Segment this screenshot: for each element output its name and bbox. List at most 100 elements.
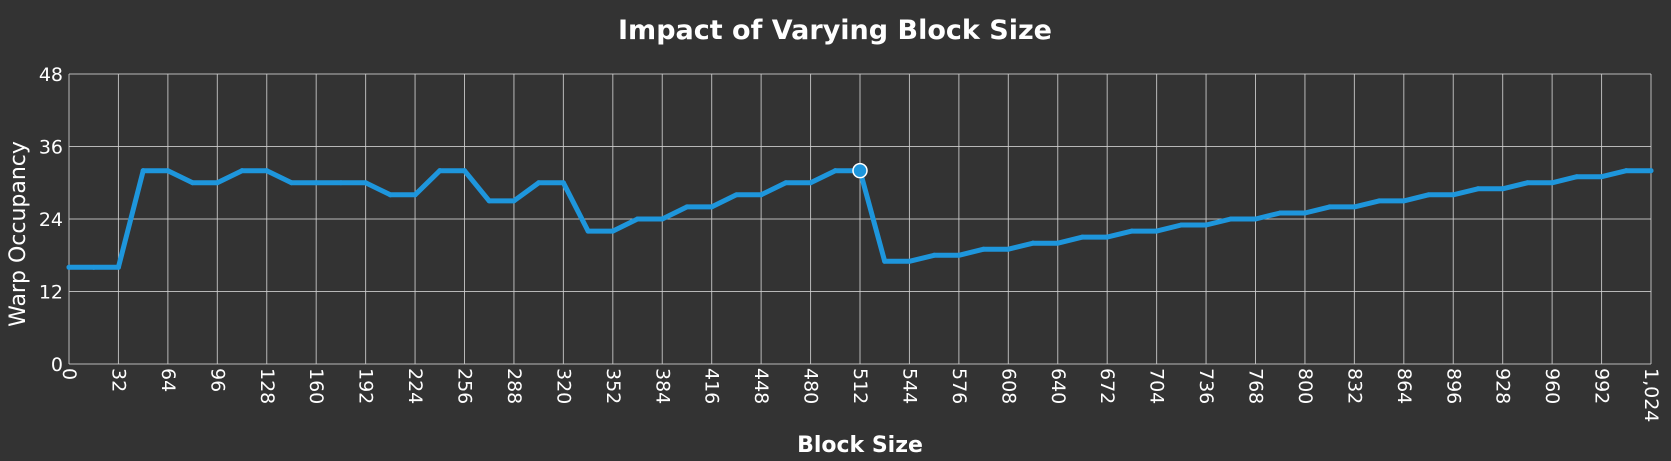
- data-point[interactable]: [1327, 204, 1333, 210]
- data-point[interactable]: [1228, 216, 1234, 222]
- data-point[interactable]: [91, 264, 97, 270]
- x-tick-label: 160: [305, 368, 327, 404]
- data-point[interactable]: [635, 216, 641, 222]
- x-tick-label: 480: [800, 368, 822, 404]
- data-point[interactable]: [1599, 174, 1605, 180]
- x-tick-label: 896: [1442, 368, 1464, 404]
- x-tick-label: 192: [355, 368, 377, 404]
- data-point[interactable]: [239, 168, 245, 174]
- data-point[interactable]: [733, 192, 739, 198]
- x-tick-label: 320: [552, 368, 574, 404]
- data-point[interactable]: [1253, 216, 1258, 222]
- x-tick-label: 864: [1393, 368, 1415, 404]
- x-tick-label: 96: [206, 368, 228, 392]
- data-point[interactable]: [486, 198, 492, 204]
- data-point[interactable]: [585, 228, 591, 234]
- data-point[interactable]: [981, 246, 987, 252]
- x-tick-label: 288: [503, 368, 525, 404]
- x-tick-label: 352: [602, 368, 624, 404]
- y-tick-label: 0: [51, 354, 63, 376]
- data-point[interactable]: [66, 264, 72, 270]
- data-point[interactable]: [264, 168, 270, 174]
- data-point[interactable]: [684, 204, 690, 210]
- x-tick-label: 736: [1195, 368, 1217, 404]
- data-point[interactable]: [1500, 186, 1506, 192]
- x-tick-label: 448: [750, 368, 772, 404]
- data-point[interactable]: [758, 192, 764, 198]
- data-point[interactable]: [1574, 174, 1580, 180]
- data-point[interactable]: [1055, 240, 1061, 246]
- x-tick-label: 544: [898, 368, 920, 404]
- chart-title: Impact of Varying Block Size: [618, 15, 1052, 46]
- data-point[interactable]: [659, 216, 665, 222]
- data-point[interactable]: [363, 180, 369, 186]
- data-point[interactable]: [412, 192, 418, 198]
- grid-lines: [68, 73, 1652, 365]
- x-tick-label: 0: [58, 368, 80, 380]
- data-point[interactable]: [437, 168, 443, 174]
- data-point[interactable]: [832, 168, 838, 174]
- data-point[interactable]: [783, 180, 789, 186]
- data-point[interactable]: [115, 264, 121, 270]
- x-tick-label: 256: [454, 368, 476, 404]
- data-point[interactable]: [1623, 168, 1629, 174]
- data-point[interactable]: [956, 252, 962, 258]
- x-tick-label: 512: [849, 368, 871, 404]
- x-tick-label: 832: [1343, 368, 1365, 404]
- y-axis-title: Warp Occupancy: [6, 141, 31, 327]
- data-point[interactable]: [882, 258, 888, 264]
- data-point[interactable]: [1079, 234, 1085, 240]
- data-point[interactable]: [387, 192, 393, 198]
- data-point[interactable]: [1030, 240, 1036, 246]
- data-point[interactable]: [1351, 204, 1357, 210]
- data-point[interactable]: [1524, 180, 1530, 186]
- x-tick-label: 224: [404, 368, 426, 404]
- x-tick-label: 672: [1096, 368, 1118, 404]
- data-point[interactable]: [1104, 234, 1110, 240]
- data-point[interactable]: [610, 228, 616, 234]
- data-point[interactable]: [1005, 246, 1011, 252]
- data-point[interactable]: [1178, 222, 1184, 228]
- data-point[interactable]: [190, 180, 196, 186]
- data-point[interactable]: [808, 180, 814, 186]
- x-tick-label: 128: [256, 368, 278, 404]
- data-point[interactable]: [462, 168, 467, 174]
- x-axis-ticks: 0 32 64 96 128 160 192 224 256 288 320 352 384 416 448…: [58, 368, 1662, 422]
- x-tick-label: 1,024: [1640, 368, 1662, 422]
- data-point[interactable]: [165, 168, 171, 174]
- data-point[interactable]: [1475, 186, 1481, 192]
- x-tick-label: 576: [948, 368, 970, 404]
- x-tick-label: 704: [1146, 368, 1168, 404]
- data-point[interactable]: [536, 180, 542, 186]
- x-axis-title: Block Size: [797, 433, 923, 458]
- data-point[interactable]: [1203, 222, 1209, 228]
- data-point[interactable]: [1648, 168, 1654, 174]
- data-point[interactable]: [1302, 210, 1308, 216]
- data-point[interactable]: [1376, 198, 1382, 204]
- data-point[interactable]: [1154, 228, 1160, 234]
- data-point[interactable]: [313, 180, 319, 186]
- data-point[interactable]: [560, 180, 566, 186]
- data-point[interactable]: [214, 180, 220, 186]
- data-point[interactable]: [1450, 192, 1456, 198]
- y-tick-label: 24: [39, 209, 63, 231]
- highlighted-data-point[interactable]: [852, 162, 868, 179]
- data-point[interactable]: [511, 198, 517, 204]
- data-point[interactable]: [1401, 198, 1407, 204]
- data-point[interactable]: [906, 258, 912, 264]
- x-tick-label: 960: [1541, 368, 1563, 404]
- data-point[interactable]: [140, 168, 146, 174]
- x-tick-label: 32: [107, 368, 129, 392]
- data-point[interactable]: [709, 204, 715, 210]
- y-axis-ticks: 0 12 24 36 48: [39, 64, 63, 376]
- data-point[interactable]: [1129, 228, 1135, 234]
- data-point[interactable]: [931, 252, 937, 258]
- data-point[interactable]: [1426, 192, 1432, 198]
- data-point[interactable]: [338, 180, 344, 186]
- data-point[interactable]: [288, 180, 294, 186]
- data-point[interactable]: [1277, 210, 1283, 216]
- x-tick-label: 800: [1294, 368, 1316, 404]
- data-point[interactable]: [1549, 180, 1555, 186]
